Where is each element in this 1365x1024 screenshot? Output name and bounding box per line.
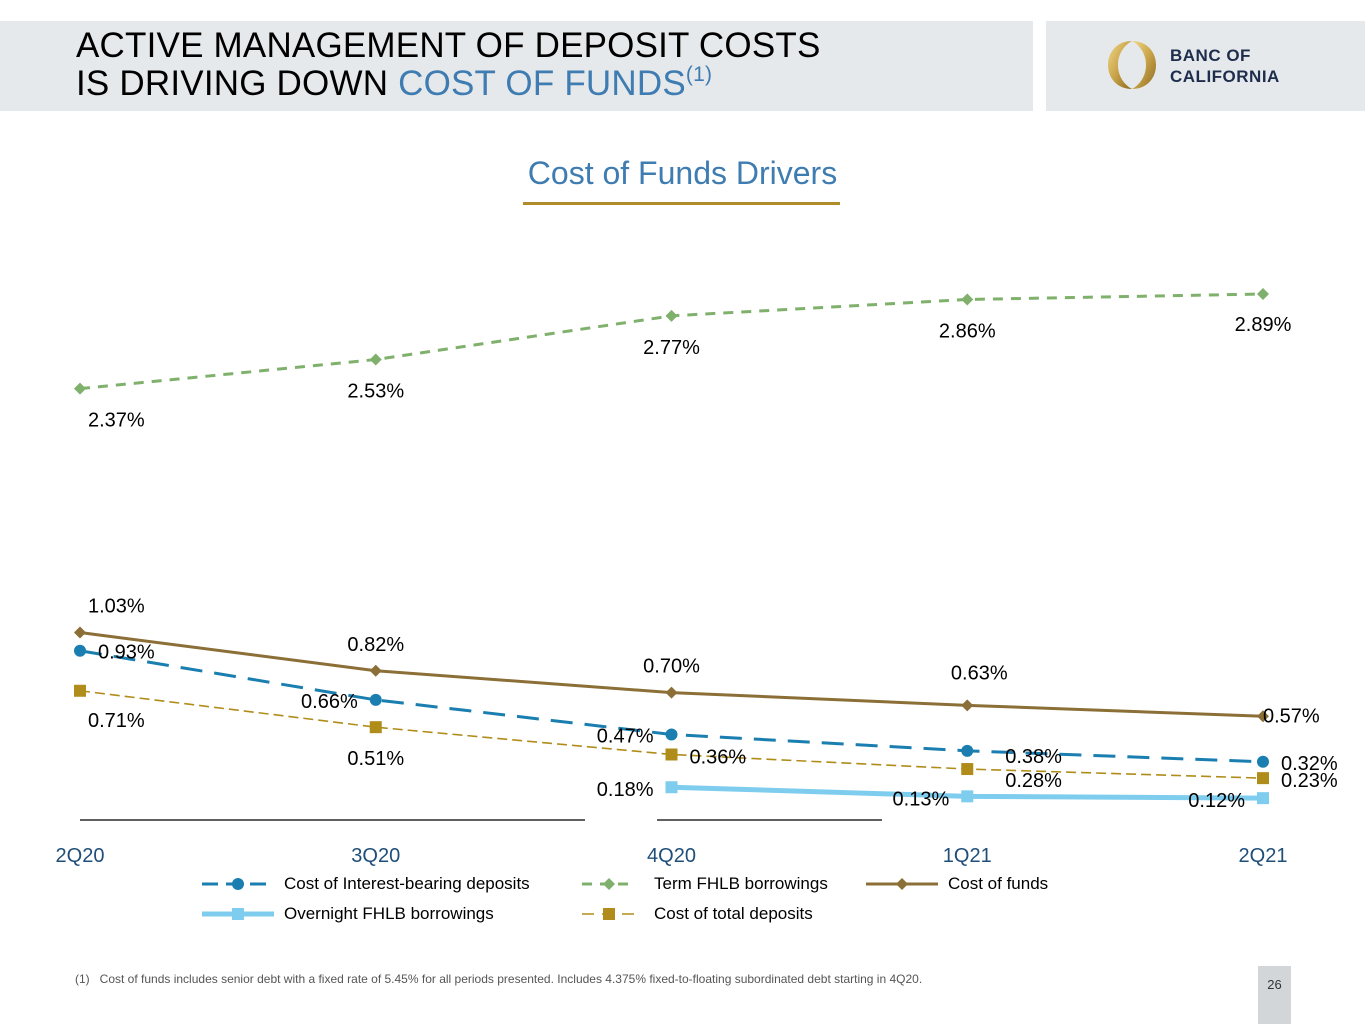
footnote: (1) Cost of funds includes senior debt wi… [75, 972, 922, 986]
data-point-cof [961, 699, 974, 712]
data-label-ibd: 0.66% [301, 691, 358, 713]
x-tick-label: 4Q20 [647, 845, 696, 867]
data-label-ibd: 0.93% [98, 642, 155, 664]
data-point-ctd [369, 721, 382, 734]
legend-label-term: Term FHLB borrowings [654, 874, 828, 893]
data-label-term: 2.77% [643, 337, 700, 359]
x-tick-label: 2Q20 [56, 845, 105, 867]
data-label-cof: 0.57% [1263, 705, 1320, 727]
data-point-term [369, 353, 382, 366]
legend-label-ctd: Cost of total deposits [654, 904, 813, 923]
data-label-term: 2.89% [1235, 314, 1292, 336]
title-line-2-prefix: IS DRIVING DOWN [76, 64, 399, 103]
data-label-term: 2.37% [88, 410, 145, 432]
logo-line-2: CALIFORNIA [1170, 67, 1280, 86]
title-footnote-ref: (1) [685, 63, 713, 86]
page-number: 26 [1267, 977, 1282, 992]
data-point-ovn [665, 781, 678, 794]
data-point-ovn [961, 790, 974, 803]
data-point-ibd [369, 693, 382, 706]
data-point-ovn [1257, 792, 1269, 805]
data-label-term: 2.86% [939, 320, 996, 342]
data-point-term [961, 293, 974, 306]
data-label-cof: 0.82% [347, 634, 404, 656]
legend-label-ovn: Overnight FHLB borrowings [284, 904, 494, 923]
data-label-ctd: 0.36% [690, 746, 747, 768]
legend-marker-term [603, 878, 615, 890]
data-point-ctd [961, 763, 974, 776]
data-label-ovn: 0.12% [1188, 790, 1245, 812]
header-band [0, 21, 1033, 111]
footnote-number: (1) [75, 972, 90, 986]
legend-label-cof: Cost of funds [948, 874, 1049, 893]
x-tick-label: 2Q21 [1239, 845, 1288, 867]
data-point-cof [665, 686, 678, 699]
data-label-ibd: 0.47% [597, 725, 654, 747]
data-label-cof: 0.70% [643, 656, 700, 678]
data-point-ibd [74, 644, 86, 657]
legend-marker-ibd [232, 878, 244, 890]
data-point-term [665, 309, 678, 322]
data-point-cof [369, 664, 382, 677]
data-point-ctd [74, 684, 86, 697]
title-line-1: ACTIVE MANAGEMENT OF DEPOSIT COSTS [76, 26, 821, 65]
page-title: ACTIVE MANAGEMENT OF DEPOSIT COSTS IS DR… [76, 27, 821, 103]
data-point-ibd [1257, 755, 1269, 768]
data-point-ctd [1257, 772, 1269, 785]
data-point-ibd [961, 744, 974, 757]
legend-label-ibd: Cost of Interest-bearing deposits [284, 874, 530, 893]
data-label-cof: 0.63% [951, 662, 1008, 684]
legend-marker-ctd [603, 908, 615, 920]
data-label-ctd: 0.51% [347, 748, 404, 770]
title-line-2-accent: COST OF FUNDS [398, 64, 686, 103]
legend-marker-ovn [232, 908, 244, 920]
data-point-cof [74, 626, 86, 639]
data-label-ovn: 0.13% [893, 788, 950, 810]
data-label-ctd: 0.28% [1005, 770, 1062, 792]
x-tick-label: 1Q21 [943, 845, 992, 867]
data-label-ctd: 0.71% [88, 710, 145, 732]
data-point-term [1257, 288, 1269, 301]
data-point-ctd [665, 748, 678, 761]
chart-title: Cost of Funds Drivers [527, 155, 838, 191]
page-number-box [1258, 966, 1291, 1024]
banc-logo-icon [1108, 41, 1156, 89]
legend-marker-cof [896, 878, 908, 890]
data-label-term: 2.53% [347, 381, 404, 403]
logo-text: BANC OF CALIFORNIA [1170, 45, 1280, 87]
chart-title-underline [523, 202, 840, 205]
data-label-ovn: 0.18% [597, 779, 654, 801]
data-label-cof: 1.03% [88, 596, 145, 618]
data-point-ibd [665, 728, 678, 741]
data-point-cof [1257, 710, 1269, 723]
data-label-ctd: 0.23% [1281, 770, 1338, 792]
logo-line-1: BANC OF [1170, 46, 1251, 65]
x-tick-label: 3Q20 [351, 845, 400, 867]
data-label-ibd: 0.38% [1005, 746, 1062, 768]
footnote-text: Cost of funds includes senior debt with … [99, 972, 923, 986]
logo-band [1046, 21, 1365, 111]
data-point-term [74, 382, 86, 395]
data-label-ibd: 0.32% [1281, 753, 1338, 775]
